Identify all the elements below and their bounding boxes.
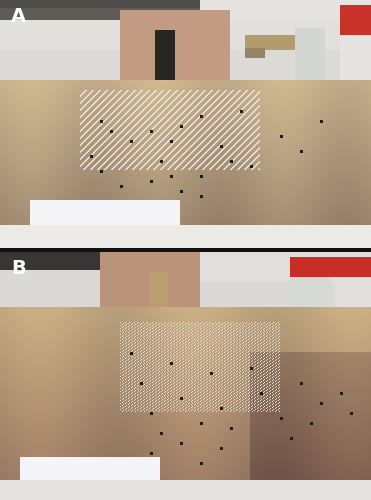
Text: A: A <box>11 8 26 26</box>
Text: B: B <box>11 260 26 278</box>
